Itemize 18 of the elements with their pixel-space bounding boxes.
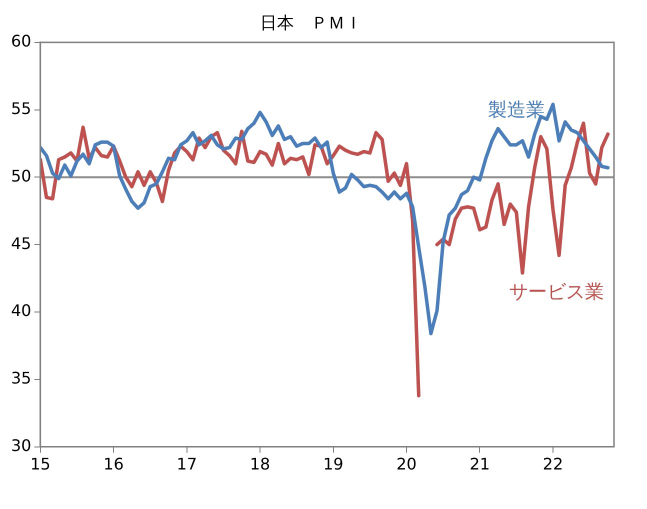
x-tick-label: 19	[323, 454, 344, 474]
x-tick-label: 20	[396, 454, 417, 474]
y-tick-label: 40	[11, 301, 32, 320]
y-tick-label: 50	[11, 166, 32, 186]
x-tick-label: 15	[30, 454, 51, 474]
chart-title: 日本 ＰＭＩ	[260, 14, 362, 34]
y-tick-label: 55	[11, 98, 32, 118]
x-tick-label: 22	[542, 454, 564, 474]
x-tick-label: 21	[470, 454, 490, 474]
x-tick-label: 18	[250, 454, 270, 474]
y-tick-label: 60	[11, 32, 32, 51]
y-tick-label: 30	[11, 436, 32, 455]
y-tick-label: 45	[11, 234, 32, 253]
x-tick-label: 17	[176, 454, 197, 474]
y-tick-label: 35	[11, 368, 32, 388]
series-label: サービス業	[509, 281, 604, 304]
x-tick-label: 16	[103, 454, 124, 474]
series-label: 製造業	[488, 99, 545, 122]
